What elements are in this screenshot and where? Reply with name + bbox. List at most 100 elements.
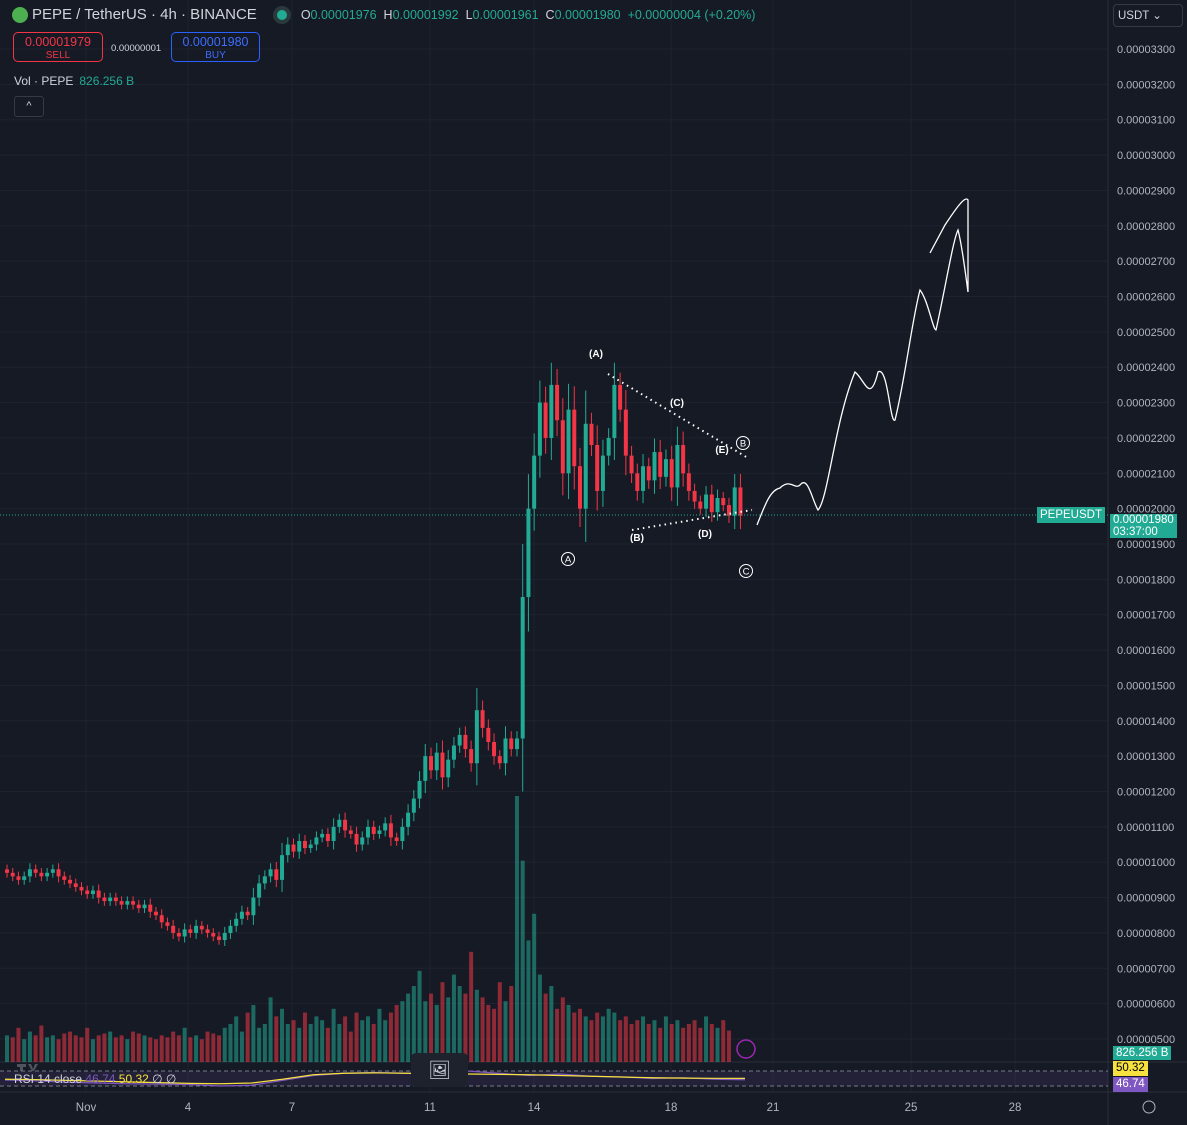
volume-bar <box>692 1020 697 1062</box>
price-tick-label: 0.00001600 <box>1117 645 1175 657</box>
volume-bar <box>377 1008 382 1062</box>
candle-body <box>394 837 399 841</box>
candle-body <box>537 402 542 456</box>
collapse-legend-button[interactable]: ^ <box>14 96 44 117</box>
price-tick-label: 0.00003000 <box>1117 150 1175 162</box>
candle-body <box>440 752 445 778</box>
symbol-price-tag: PEPEUSDT <box>1037 507 1105 523</box>
volume-bar <box>503 1001 508 1062</box>
candle-body <box>297 840 302 852</box>
price-tick-label: 0.00001400 <box>1117 716 1175 728</box>
candle-body <box>457 734 462 746</box>
candle-body <box>451 745 456 760</box>
candle-body <box>675 444 680 488</box>
wave-label: (E) <box>715 445 728 456</box>
volume-bar <box>681 1027 686 1062</box>
volume-bar <box>497 982 502 1062</box>
volume-bar <box>285 1024 290 1062</box>
volume-bar <box>153 1039 158 1062</box>
candle-body <box>45 872 50 877</box>
candle-body <box>560 420 565 474</box>
candle-body <box>383 823 388 831</box>
volume-bar <box>658 1027 663 1062</box>
price-tick-label: 0.00001300 <box>1117 751 1175 763</box>
volume-bar <box>526 940 531 1062</box>
volume-bar <box>360 1020 365 1062</box>
candle-body <box>388 823 393 838</box>
volume-bar <box>85 1027 90 1062</box>
volume-bar <box>354 1012 359 1062</box>
volume-bar <box>394 1005 399 1062</box>
price-tick-label: 0.00002700 <box>1117 256 1175 268</box>
price-tick-label: 0.00003200 <box>1117 79 1175 91</box>
volume-bar <box>417 970 422 1062</box>
volume-bar <box>520 860 525 1062</box>
volume-bar <box>686 1024 691 1062</box>
volume-legend: Vol · PEPE 826.256 B <box>14 74 135 88</box>
volume-bar <box>245 1012 250 1062</box>
volume-bar <box>572 1012 577 1062</box>
candle-body <box>371 826 376 834</box>
currency-select[interactable]: USDT ⌄ <box>1113 4 1183 27</box>
snapshot-button[interactable]: 🖼 <box>411 1053 468 1087</box>
candle-body <box>331 826 336 841</box>
price-tick-label: 0.00003100 <box>1117 115 1175 127</box>
candle-body <box>400 826 405 841</box>
candle-body <box>33 869 38 873</box>
candle-body <box>73 883 78 887</box>
candle-body <box>658 452 663 477</box>
candle-body <box>211 932 216 937</box>
candle-body <box>417 780 422 799</box>
candle-body <box>16 876 21 880</box>
volume-bar <box>68 1031 73 1062</box>
price-tick-label: 0.00000700 <box>1117 963 1175 975</box>
ohlc-readout: O0.00001976 H0.00001992 L0.00001961 C0.0… <box>300 7 756 22</box>
volume-bar <box>446 997 451 1062</box>
wave-circle <box>736 436 750 450</box>
volume-bar <box>239 1031 244 1062</box>
volume-bar <box>492 1008 497 1062</box>
buy-button[interactable]: 0.00001980 BUY <box>171 32 260 62</box>
candle-body <box>377 830 382 834</box>
candle-body <box>698 501 703 509</box>
volume-bar <box>566 1005 571 1062</box>
candle-body <box>22 876 27 880</box>
candle-body <box>280 855 285 880</box>
candle-body <box>262 876 267 884</box>
time-tick-label: 25 <box>905 1102 918 1114</box>
volume-bar <box>337 1024 342 1062</box>
candle-body <box>463 734 468 750</box>
candle-body <box>131 901 136 905</box>
sell-button[interactable]: 0.00001979 SELL <box>13 32 103 62</box>
volume-bar <box>211 1033 216 1062</box>
volume-bar <box>429 993 434 1062</box>
candle-body <box>497 756 502 764</box>
candle-body <box>721 498 726 506</box>
volume-bar <box>440 982 445 1062</box>
volume-bar <box>297 1027 302 1062</box>
projection-path <box>756 198 969 526</box>
candle-body <box>492 741 497 757</box>
candle-body <box>228 925 233 933</box>
candle-body <box>635 473 640 491</box>
candle-body <box>268 869 273 877</box>
volume-bar <box>302 1012 307 1062</box>
candle-body <box>365 826 370 838</box>
candle-body <box>549 384 554 438</box>
price-tick-label: 0.00000800 <box>1117 928 1175 940</box>
volume-bar <box>715 1027 720 1062</box>
tradingview-logo <box>17 1064 38 1071</box>
price-tick-label: 0.00001000 <box>1117 857 1175 869</box>
candle-body <box>520 597 525 739</box>
symbol-title[interactable]: PEPE / TetherUS · 4h · BINANCE <box>32 6 257 23</box>
candle-body <box>90 890 95 895</box>
volume-bar <box>652 1020 657 1062</box>
volume-bar <box>474 989 479 1062</box>
candle-body <box>566 409 571 474</box>
candle-body <box>142 904 147 909</box>
volume-bar <box>411 986 416 1062</box>
wave-label: (B) <box>630 533 644 544</box>
candle-body <box>291 844 296 852</box>
volume-bar <box>188 1037 193 1062</box>
